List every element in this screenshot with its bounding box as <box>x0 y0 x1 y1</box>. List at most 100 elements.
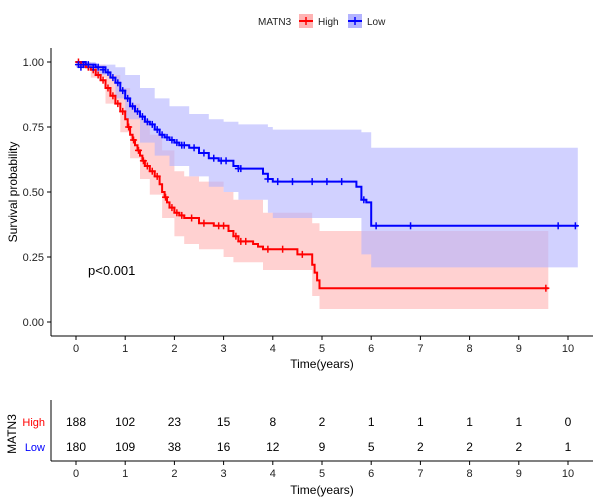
y-tick-label: 0.50 <box>23 187 44 199</box>
confidence-band-low <box>76 62 578 268</box>
risk-cell-low: 5 <box>368 440 375 454</box>
risk-cell-low: 109 <box>115 440 135 454</box>
censor-mark-high <box>119 107 127 115</box>
x-tick-label: 3 <box>221 343 227 355</box>
censor-mark-high <box>94 71 102 79</box>
y-tick-label: 0.25 <box>23 252 44 264</box>
x-tick-label: 2 <box>171 343 177 355</box>
x-tick-label: 8 <box>467 343 473 355</box>
risk-cell-high: 0 <box>565 415 572 429</box>
censor-mark-low <box>124 94 132 102</box>
risk-cell-high: 15 <box>217 415 231 429</box>
censor-mark-low <box>94 63 102 71</box>
risk-row-label-low: Low <box>25 442 45 454</box>
censor-mark-high <box>162 193 170 201</box>
x-tick-label: 8 <box>467 468 473 480</box>
risk-cell-low: 2 <box>466 440 473 454</box>
censor-mark-high <box>178 211 186 219</box>
risk-cell-high: 1 <box>417 415 424 429</box>
x-axis-ticks: 0 1 2 3 4 5 6 7 8 9 10 <box>73 336 574 355</box>
legend: MATN3 High Low <box>258 14 386 28</box>
censor-mark-low <box>237 165 245 173</box>
y-tick-label: 0.00 <box>23 317 44 329</box>
censor-mark-low <box>84 61 92 69</box>
censor-mark-low <box>134 107 141 115</box>
y-tick-label: 0.75 <box>23 122 44 134</box>
censor-mark-high <box>99 76 107 84</box>
censor-mark-low <box>138 113 146 121</box>
risk-x-axis-label: Time(years) <box>290 483 354 497</box>
legend-title: MATN3 <box>258 17 292 28</box>
risk-row-label-high: High <box>22 417 45 429</box>
risk-cell-low: 16 <box>217 440 231 454</box>
x-tick-label: 7 <box>417 468 423 480</box>
censor-mark-low <box>308 178 316 186</box>
confidence-bands <box>76 62 578 309</box>
risk-cell-low: 180 <box>66 440 86 454</box>
censor-mark-high <box>143 162 151 170</box>
plot-area: 0.00 0.25 0.50 0.75 1.00 0 1 2 3 4 5 6 7 8 9 10 Time(y… <box>6 48 593 371</box>
censor-mark-low <box>407 222 415 230</box>
x-tick-label: 6 <box>368 468 374 480</box>
x-tick-label: 5 <box>319 468 325 480</box>
censor-mark-low <box>210 154 218 162</box>
censor-mark-high <box>200 219 208 227</box>
censor-mark-high <box>298 250 306 258</box>
risk-cell-low: 2 <box>417 440 424 454</box>
censor-mark-high <box>232 232 240 240</box>
censor-mark-high <box>279 245 287 253</box>
censor-mark-high <box>130 136 138 144</box>
censor-mark-low <box>99 66 107 74</box>
x-tick-label: 4 <box>270 343 276 355</box>
legend-label-high: High <box>318 17 339 28</box>
censor-mark-low <box>571 222 579 230</box>
censor-mark-high <box>188 214 196 222</box>
p-value-annotation: p<0.001 <box>88 263 135 278</box>
censor-mark-low <box>288 178 296 186</box>
risk-cell-high: 102 <box>115 415 135 429</box>
censor-mark-low <box>274 178 282 186</box>
x-tick-label: 10 <box>562 468 574 480</box>
risk-cell-high: 2 <box>319 415 326 429</box>
censor-mark-high <box>114 100 122 108</box>
risk-cell-low: 1 <box>565 440 572 454</box>
censor-mark-low <box>554 222 562 230</box>
censor-mark-low <box>129 102 137 110</box>
risk-cell-high: 188 <box>66 415 86 429</box>
censor-mark-high <box>134 146 142 154</box>
censor-mark-low <box>338 178 346 186</box>
risk-cell-high: 1 <box>515 415 522 429</box>
x-tick-label: 3 <box>221 468 227 480</box>
risk-x-axis-ticks: 0 1 2 3 4 5 6 7 8 9 10 <box>73 461 574 480</box>
risk-cell-low: 2 <box>515 440 522 454</box>
censor-mark-high <box>542 284 550 292</box>
x-tick-label: 9 <box>516 468 522 480</box>
x-tick-label: 0 <box>73 343 79 355</box>
risk-cell-low: 38 <box>168 440 182 454</box>
censor-mark-high <box>109 92 117 100</box>
x-tick-label: 6 <box>368 343 374 355</box>
y-axis-ticks: 0.00 0.25 0.50 0.75 1.00 <box>23 57 51 329</box>
censor-mark-high <box>220 222 228 230</box>
x-tick-label: 1 <box>122 468 128 480</box>
censor-mark-high <box>125 123 133 131</box>
x-tick-label: 4 <box>270 468 276 480</box>
censor-mark-low <box>104 68 112 76</box>
risk-cell-high: 1 <box>368 415 375 429</box>
censor-mark-low <box>114 79 122 87</box>
censor-mark-low <box>323 178 331 186</box>
censor-mark-low <box>264 175 272 183</box>
censor-mark-low <box>200 149 208 157</box>
risk-table-cells: 188 102 23 15 8 2 1 1 1 1 0 180 109 38 16 12 9 5 2 2 2 1 <box>66 415 572 454</box>
x-axis-label: Time(years) <box>290 357 354 371</box>
censor-mark-high <box>173 209 181 217</box>
censor-mark-low <box>372 222 380 230</box>
censor-mark-high <box>168 204 176 212</box>
censor-mark-high <box>104 84 112 92</box>
x-tick-label: 0 <box>73 468 79 480</box>
censor-mark-low <box>109 74 117 82</box>
censor-mark-low <box>190 144 198 152</box>
